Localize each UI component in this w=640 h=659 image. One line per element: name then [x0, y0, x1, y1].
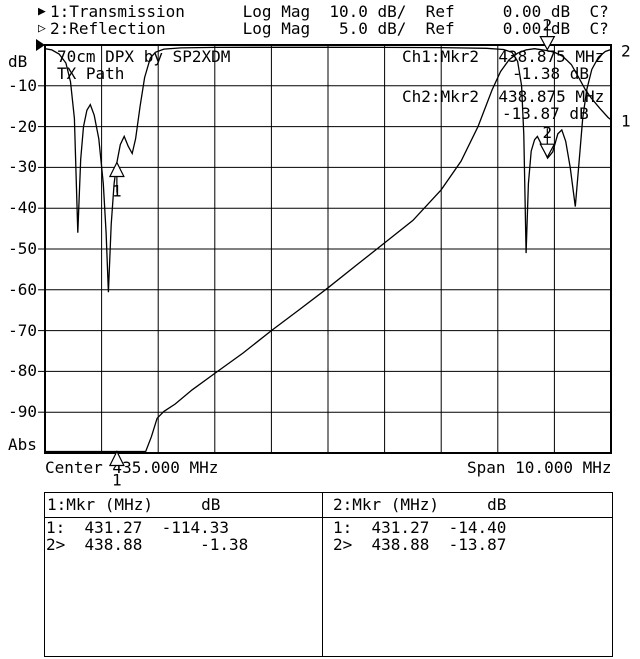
- channel1-active-indicator-icon: ▶: [38, 4, 46, 19]
- plot-title: 70cm DPX by SP2XDM: [57, 47, 231, 66]
- plot-subtitle: TX Path: [57, 64, 125, 83]
- ch1-marker-readout-freq: Ch1:Mkr2 438.875 MHz: [402, 47, 605, 66]
- marker-table-ch1: 1:Mkr (MHz) dB 1: 431.27 -114.33 2> 438.…: [44, 492, 324, 657]
- marker-table-ch1-header: 1:Mkr (MHz) dB: [45, 493, 323, 518]
- span-label: Span 10.000 MHz: [467, 458, 612, 477]
- marker-table-ch2-header-text: 2:Mkr (MHz) dB: [333, 495, 507, 514]
- ch2-marker-readout-freq: Ch2:Mkr2 438.875 MHz: [402, 87, 605, 106]
- y-axis-tick-label: -70: [8, 320, 37, 340]
- marker-table-ch1-row1: 1: 431.27 -114.33: [46, 518, 230, 537]
- marker-table-ch1-header-text: 1:Mkr (MHz) dB: [47, 495, 221, 514]
- marker-table-ch1-row2: 2> 438.88 -1.38: [46, 535, 249, 554]
- marker-table-ch2-header: 2:Mkr (MHz) dB: [323, 493, 612, 518]
- channel2-indicator-icon: ▷: [38, 21, 46, 36]
- channel2-header: 2:Reflection Log Mag 5.0 dB/ Ref 0.00 dB…: [50, 19, 609, 38]
- y-axis-tick-label: -20: [8, 116, 37, 136]
- y-axis-tick-label: -50: [8, 239, 37, 258]
- ch2-marker-readout-value: -13.87 dB: [502, 104, 589, 123]
- y-axis-tick-label: -80: [8, 361, 37, 381]
- center-frequency-label: Center 435.000 MHz: [45, 458, 219, 477]
- y-axis-bottom-label: Abs: [8, 435, 37, 454]
- marker-table-ch2: 2:Mkr (MHz) dB 1: 431.27 -14.40 2> 438.8…: [322, 492, 613, 657]
- channel1-header: 1:Transmission Log Mag 10.0 dB/ Ref 0.00…: [50, 2, 609, 21]
- y-axis-unit-label: dB: [8, 52, 28, 71]
- y-axis-tick-label: -90: [8, 402, 37, 422]
- y-axis-tick-label: -30: [8, 157, 37, 177]
- y-axis-tick-label: -60: [8, 279, 37, 299]
- y-axis-tick-label: -10: [8, 75, 37, 95]
- ch1-marker-readout-value: -1.38 dB: [512, 64, 590, 83]
- marker-table-ch2-row1: 1: 431.27 -14.40: [333, 518, 507, 537]
- y-axis-tick-label: -40: [8, 198, 37, 218]
- marker-table-ch2-row2: 2> 438.88 -13.87: [333, 535, 507, 554]
